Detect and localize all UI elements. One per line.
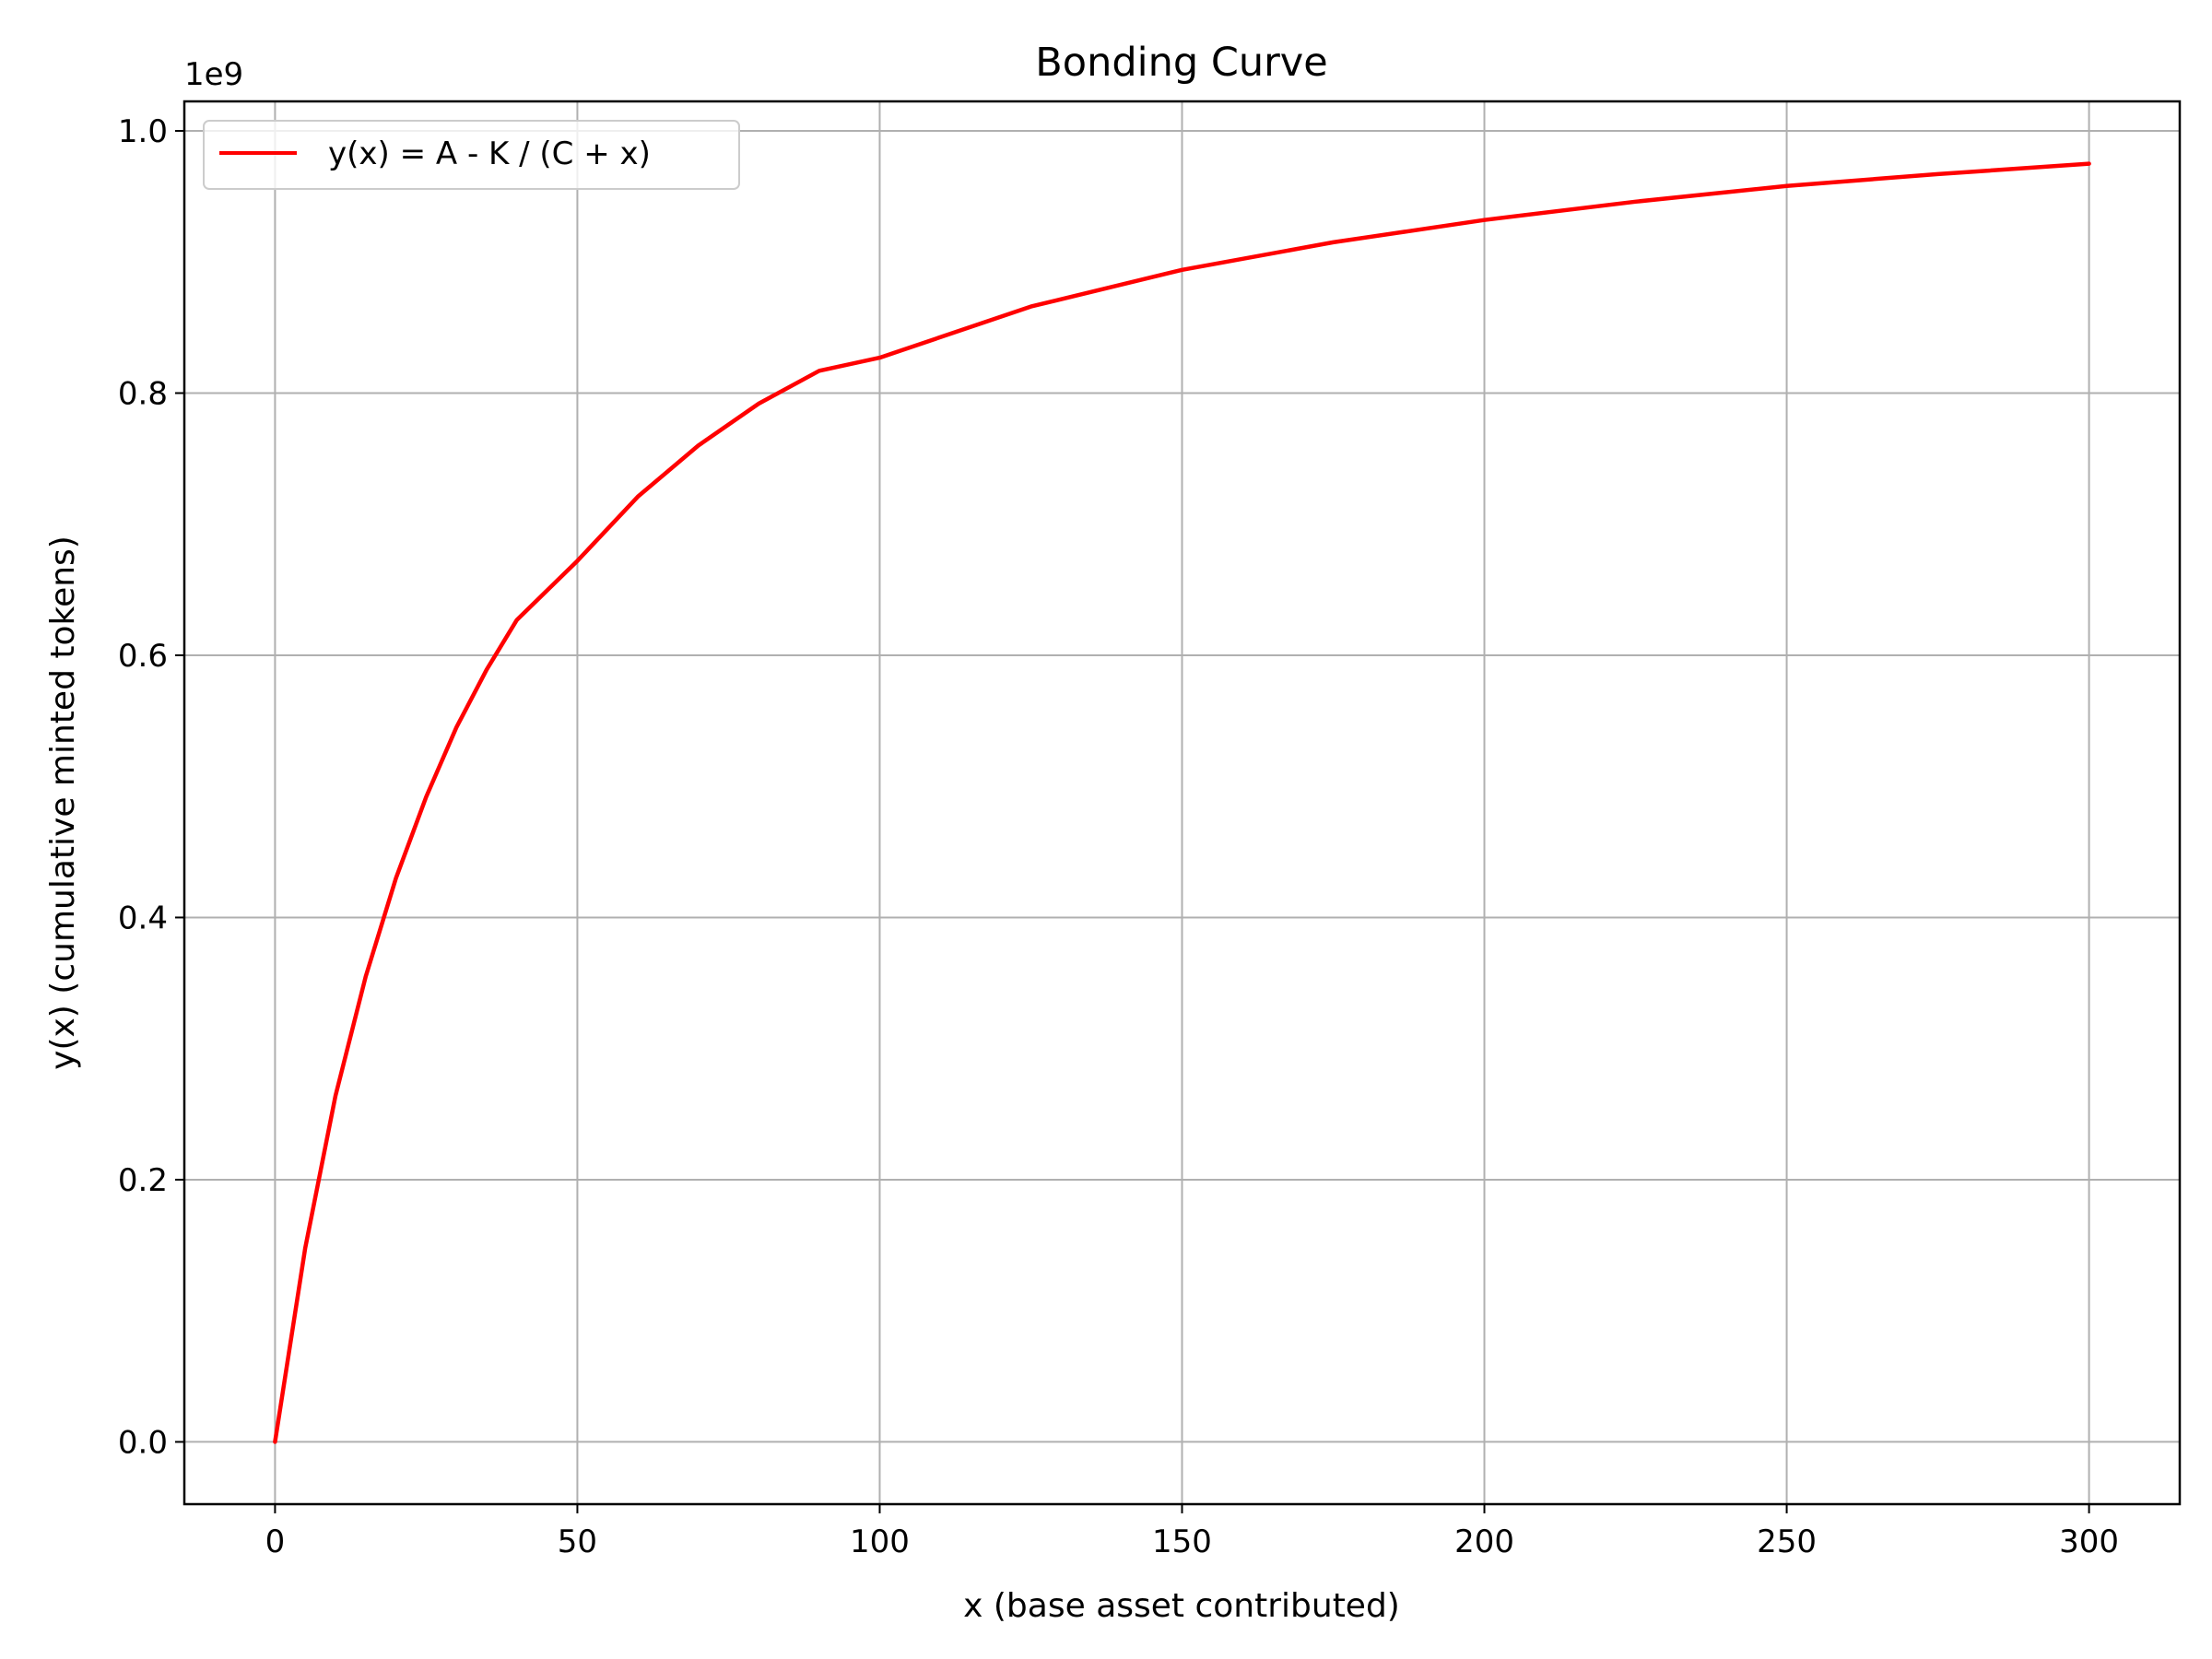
y-tick-label: 0.6 xyxy=(118,638,168,675)
y-axis-label: y(x) (cumulative minted tokens) xyxy=(44,535,82,1070)
x-tick-label: 50 xyxy=(558,1524,597,1560)
y-axis-offset-label: 1e9 xyxy=(184,56,243,93)
grid-lines xyxy=(184,101,2180,1504)
x-tick-label: 150 xyxy=(1152,1524,1212,1560)
x-tick-label: 200 xyxy=(1454,1524,1514,1560)
y-tick-label: 1.0 xyxy=(118,113,168,150)
series-lines xyxy=(273,161,2091,1444)
y-tick-label: 0.2 xyxy=(118,1162,168,1199)
axis-ticks xyxy=(175,130,2090,1513)
legend-box xyxy=(203,120,740,190)
x-axis-label: x (base asset contributed) xyxy=(963,1587,1400,1625)
y-tick-label: 0.0 xyxy=(118,1424,168,1461)
legend-entry-label: y(x) = A - K / (C + x) xyxy=(328,135,651,172)
chart-title: Bonding Curve xyxy=(1035,40,1327,86)
x-tick-label: 250 xyxy=(1757,1524,1817,1560)
tick-labels: 0 50 100 150 200 250 300 0.0 0.2 0.4 0.6 0.8 1.0 xyxy=(118,113,2119,1560)
legend: y(x) = A - K / (C + x) xyxy=(203,120,740,190)
x-tick-label: 0 xyxy=(265,1524,286,1560)
series-line xyxy=(273,161,2091,1444)
y-tick-label: 0.4 xyxy=(118,900,168,936)
x-tick-label: 300 xyxy=(2059,1524,2119,1560)
x-tick-label: 100 xyxy=(850,1524,910,1560)
y-tick-label: 0.8 xyxy=(118,375,168,412)
